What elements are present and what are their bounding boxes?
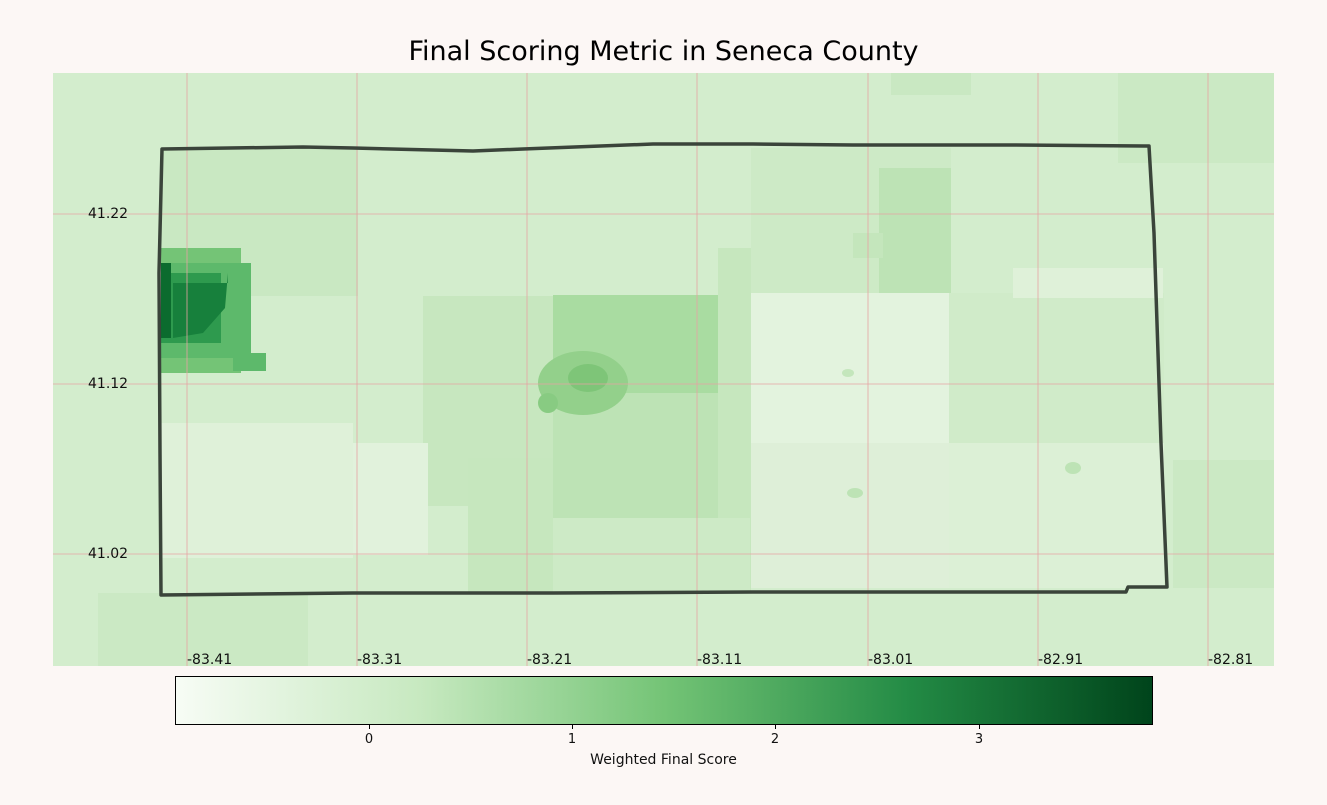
colorbar-tick-label: 1	[567, 732, 577, 747]
colorbar-label: Weighted Final Score	[590, 752, 737, 768]
lat-tick-label: 41.22	[88, 206, 129, 222]
map-title: Final Scoring Metric in Seneca County	[408, 36, 919, 67]
lon-tick-label: -83.31	[357, 652, 403, 668]
choropleth-map	[53, 73, 1274, 666]
colorbar-tick-mark	[369, 724, 370, 729]
lon-tick-label: -83.01	[868, 652, 914, 668]
lon-tick-label: -83.21	[527, 652, 573, 668]
lon-tick-label: -83.11	[697, 652, 743, 668]
colorbar-tick-label: 2	[770, 732, 780, 747]
lat-tick-label: 41.02	[88, 546, 129, 562]
colorbar-tick-mark	[979, 724, 980, 729]
colorbar-tick-label: 3	[974, 732, 984, 747]
lat-tick-label: 41.12	[88, 376, 129, 392]
map-gridlines	[53, 73, 1274, 666]
lon-tick-label: -83.41	[187, 652, 233, 668]
map-panel	[53, 73, 1274, 666]
county-boundary	[157, 142, 1169, 597]
colorbar-gradient	[175, 676, 1153, 725]
lon-tick-label: -82.91	[1038, 652, 1084, 668]
colorbar-tick-mark	[572, 724, 573, 729]
colorbar-tick-label: 0	[364, 732, 374, 747]
lon-tick-label: -82.81	[1208, 652, 1254, 668]
colorbar-tick-mark	[775, 724, 776, 729]
